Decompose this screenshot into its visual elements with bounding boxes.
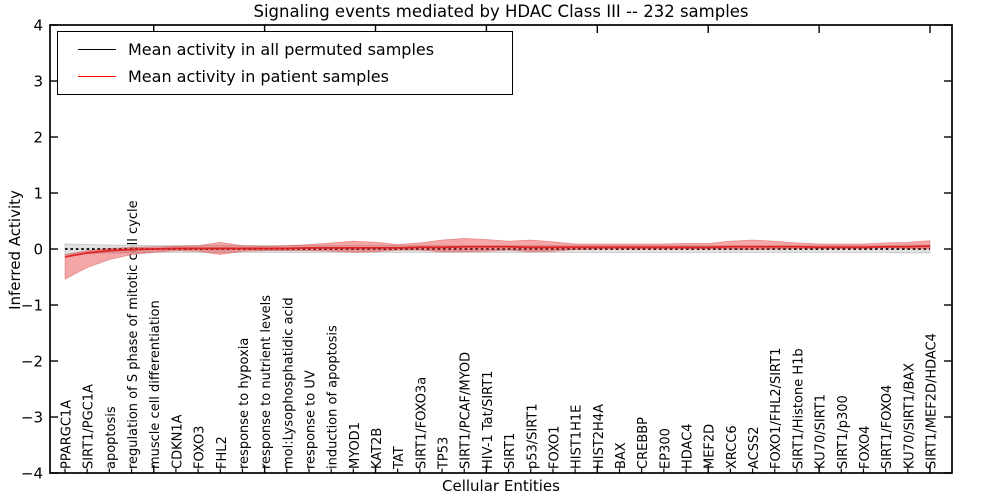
- x-entity-label: KAT2B: [370, 428, 385, 469]
- patient-line-swatch: [78, 76, 116, 77]
- x-entity-label: KU70/SIRT1/BAX: [902, 363, 917, 469]
- x-entity-label: KU70/SIRT1: [814, 394, 829, 469]
- x-entity-label: SIRT1/Histone H1b: [791, 348, 806, 469]
- y-tick-label: −1: [21, 297, 43, 315]
- patient-band: [64, 237, 931, 280]
- x-entity-label: regulation of S phase of mitotic cell cy…: [126, 200, 141, 469]
- x-entity-label: response to nutrient levels: [259, 295, 274, 469]
- x-entity-label: induction of apoptosis: [326, 325, 341, 469]
- x-entity-label: FOXO3: [193, 426, 208, 469]
- y-tick-label: 1: [33, 185, 43, 203]
- x-entity-label: HIST2H4A: [592, 404, 607, 469]
- legend-box: Mean activity in all permuted samples Me…: [57, 31, 513, 95]
- x-entity-label: FOXO1/FHL2/SIRT1: [769, 348, 784, 469]
- x-axis-title: Cellular Entities: [442, 477, 560, 495]
- x-entity-label: SIRT1/PGC1A: [82, 384, 97, 469]
- x-entity-label: HIST1H1E: [570, 405, 585, 469]
- x-entity-label: CDKN1A: [170, 414, 185, 469]
- chart-title: Signaling events mediated by HDAC Class …: [253, 2, 749, 21]
- x-entity-label: response to UV: [303, 370, 318, 469]
- y-axis-title: Inferred Activity: [6, 190, 24, 310]
- x-entity-label: MYOD1: [348, 422, 363, 469]
- x-entity-label: response to hypoxia: [237, 338, 252, 469]
- permuted-line-swatch: [78, 49, 116, 50]
- x-entity-label: EP300: [658, 428, 673, 469]
- legend-label-patient: Mean activity in patient samples: [128, 67, 389, 86]
- x-entity-label: FOXO1: [547, 426, 562, 469]
- x-entity-label: BAX: [614, 442, 629, 469]
- y-tick-label: −4: [21, 465, 43, 483]
- x-entity-label: SIRT1/PCAF/MYOD: [459, 352, 474, 469]
- x-entity-label: ACSS2: [747, 426, 762, 469]
- legend-label-permuted: Mean activity in all permuted samples: [128, 40, 435, 59]
- x-entity-label: SIRT1/MEF2D/HDAC4: [925, 333, 940, 469]
- legend-item-patient: Mean activity in patient samples: [58, 67, 512, 86]
- y-tick-label: 3: [33, 73, 43, 91]
- y-tick-label: −3: [21, 409, 43, 427]
- patient-mean-line: [64, 245, 931, 258]
- x-entity-label: PPARGC1A: [60, 400, 75, 469]
- x-entity-label: SIRT1/p300: [836, 395, 851, 469]
- y-tick-label: 2: [33, 129, 43, 147]
- x-entity-label: muscle cell differentiation: [148, 300, 163, 469]
- x-entity-label: XRCC6: [725, 425, 740, 469]
- y-tick-label: 0: [33, 241, 43, 259]
- y-tick-label: −2: [21, 353, 43, 371]
- x-entity-label: HDAC4: [681, 423, 696, 469]
- x-entity-label: SIRT1/FOXO4: [880, 385, 895, 469]
- x-entity-label: TP53: [437, 437, 452, 470]
- x-entity-label: apoptosis: [104, 406, 119, 469]
- legend-item-permuted: Mean activity in all permuted samples: [58, 40, 512, 59]
- x-entity-label: HIV-1 Tat/SIRT1: [481, 371, 496, 469]
- x-entity-label: SIRT1/FOXO3a: [414, 377, 429, 469]
- y-tick-label: 4: [33, 17, 43, 35]
- x-entity-label: TAT: [392, 446, 407, 470]
- x-entity-label: MEF2D: [703, 424, 718, 469]
- x-entity-label: mol:Lysophosphatidic acid: [281, 297, 296, 469]
- x-entity-label: FOXO4: [858, 426, 873, 469]
- x-entity-label: FHL2: [215, 436, 230, 469]
- x-entity-label: p53/SIRT1: [525, 403, 540, 469]
- x-entity-label: CREBBP: [636, 417, 651, 469]
- x-entity-label: SIRT1: [503, 433, 518, 469]
